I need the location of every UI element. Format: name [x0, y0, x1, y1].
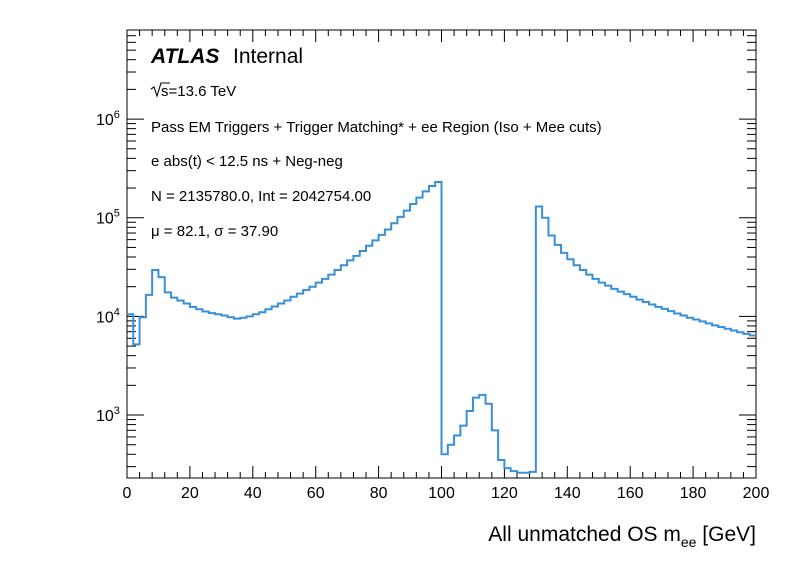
- y-tick-label: 104: [96, 306, 120, 326]
- y-tick-label: 105: [96, 208, 120, 228]
- x-tick-label: 200: [743, 485, 770, 502]
- y-tick-label: 106: [96, 109, 120, 129]
- x-tick-label: 60: [307, 485, 325, 502]
- x-axis-title-unit: [GeV]: [696, 523, 756, 546]
- x-tick-label: 40: [244, 485, 262, 502]
- x-tick-label: 180: [680, 485, 707, 502]
- x-axis-title-sub: ee: [681, 534, 697, 550]
- timing-label: e abs(t) < 12.5 ns + Neg-neg: [151, 153, 343, 170]
- x-tick-label: 120: [491, 485, 518, 502]
- stats-label: μ = 82.1, σ = 37.90: [151, 223, 278, 240]
- x-axis-ticks: 0 20 40 60 80 100 120 140 160 180 200: [123, 30, 770, 502]
- selection-label: Pass EM Triggers + Trigger Matching* + e…: [151, 119, 602, 136]
- x-axis-title: All unmatched OS mee [GeV]: [488, 523, 756, 550]
- y-axis-ticks: 103 104 105 106: [96, 29, 756, 468]
- x-tick-label: 100: [428, 485, 455, 502]
- atlas-label: ATLAS: [150, 45, 219, 68]
- x-tick-label: 140: [554, 485, 581, 502]
- x-tick-label: 0: [123, 485, 132, 502]
- histogram-series: [127, 181, 756, 474]
- counts-label: N = 2135780.0, Int = 2042754.00: [151, 188, 371, 205]
- y-tick-label: 103: [96, 405, 120, 425]
- histogram-line: [127, 181, 756, 474]
- energy-label: s=13.6 TeV: [161, 83, 236, 100]
- x-tick-label: 80: [370, 485, 388, 502]
- internal-label: Internal: [233, 45, 303, 68]
- x-tick-label: 160: [617, 485, 644, 502]
- legend-annotations: ATLAS Internal s=13.6 TeV Pass EM Trigge…: [150, 45, 602, 240]
- x-axis-title-main: All unmatched OS m: [488, 523, 681, 546]
- x-tick-label: 20: [181, 485, 199, 502]
- sqrt-symbol-icon: [150, 82, 170, 98]
